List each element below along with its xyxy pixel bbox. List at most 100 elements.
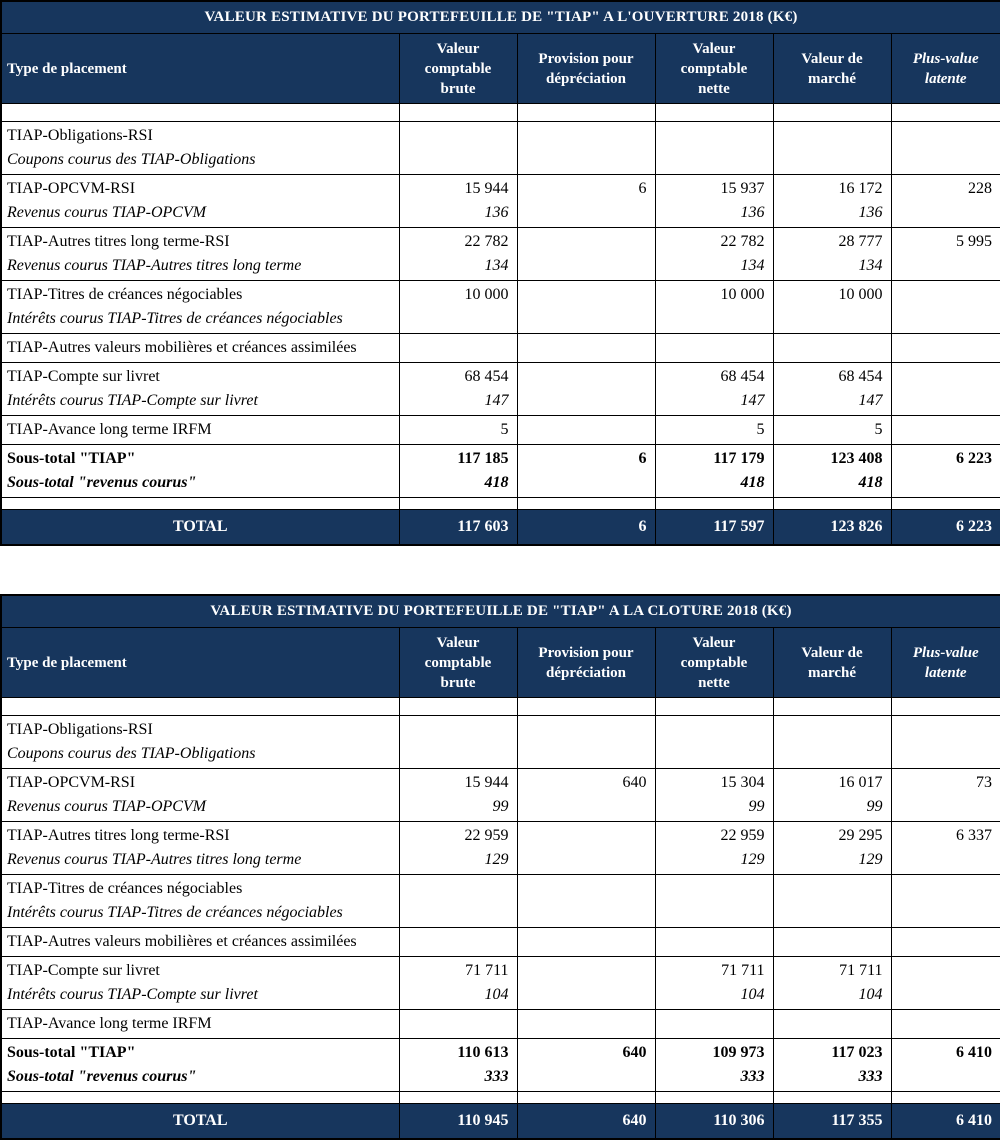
table-head: VALEUR ESTIMATIVE DU PORTEFEUILLE DE "TI… <box>0 594 1000 698</box>
table-row: TIAP-Titres de créances négociables <box>0 874 1000 901</box>
spacer-cell <box>654 497 774 510</box>
total-value: 117 603 <box>398 509 518 546</box>
table-row: Revenus courus TIAP-OPCVM 99 99 99 <box>0 795 1000 822</box>
spacer-cell <box>398 497 518 510</box>
cell-value: 10 000 <box>654 280 774 307</box>
cell-value: 10 000 <box>398 280 518 307</box>
cell-value: 6 <box>516 174 656 201</box>
cell-value <box>516 927 656 957</box>
cell-value: 28 777 <box>772 227 892 254</box>
row-label: Sous-total "TIAP" <box>0 444 400 471</box>
cell-value <box>654 307 774 334</box>
table-row: TIAP-Autres titres long terme-RSI 22 782 2… <box>0 227 1000 254</box>
cell-value: 22 959 <box>654 821 774 848</box>
table-row: Intérêts courus TIAP-Compte sur livret 14… <box>0 389 1000 416</box>
table-row: Sous-total "TIAP" 110 613 640 109 973 117 02… <box>0 1038 1000 1065</box>
row-label: TIAP-OPCVM-RSI <box>0 174 400 201</box>
cell-value <box>516 333 656 363</box>
cell-value <box>890 121 1000 148</box>
row-group: TIAP-Autres titres long terme-RSI 22 782 2… <box>0 227 1000 281</box>
row-label: Sous-total "revenus courus" <box>0 471 400 498</box>
cell-value: 104 <box>772 983 892 1010</box>
cell-value: 15 304 <box>654 768 774 795</box>
cell-value <box>772 742 892 769</box>
row-label: TIAP-Autres titres long terme-RSI <box>0 821 400 848</box>
table-row <box>0 103 1000 122</box>
cell-value <box>890 715 1000 742</box>
cell-value <box>654 1009 774 1039</box>
row-label <box>0 697 400 716</box>
cell-value <box>516 103 656 122</box>
cell-value <box>516 201 656 228</box>
cell-value: 22 782 <box>398 227 518 254</box>
table-row: TIAP-Avance long terme IRFM <box>0 1009 1000 1039</box>
table-row: Revenus courus TIAP-OPCVM 136 136 136 <box>0 201 1000 228</box>
cell-value: 22 782 <box>654 227 774 254</box>
cell-value: 99 <box>654 795 774 822</box>
total-row: TOTAL 117 603 6 117 597 123 826 6 223 <box>0 509 1000 546</box>
table-row: Intérêts courus TIAP-Titres de créances … <box>0 307 1000 334</box>
table-row: TIAP-Autres valeurs mobilières et créanc… <box>0 333 1000 363</box>
cell-value: 104 <box>654 983 774 1010</box>
cell-value <box>654 333 774 363</box>
cell-value <box>890 254 1000 281</box>
table-foot: TOTAL 117 603 6 117 597 123 826 6 223 <box>0 509 1000 546</box>
column-header: Plus-value latente <box>890 627 1000 698</box>
cell-value <box>890 795 1000 822</box>
portfolio-table-opening: VALEUR ESTIMATIVE DU PORTEFEUILLE DE "TI… <box>0 0 1000 546</box>
cell-value: 6 337 <box>890 821 1000 848</box>
cell-value <box>654 927 774 957</box>
cell-value: 6 223 <box>890 444 1000 471</box>
cell-value <box>890 1009 1000 1039</box>
cell-value <box>890 333 1000 363</box>
cell-value: 640 <box>516 1038 656 1065</box>
cell-value: 333 <box>654 1065 774 1092</box>
cell-value: 73 <box>890 768 1000 795</box>
cell-value: 68 454 <box>654 362 774 389</box>
spacer-row-group <box>0 697 1000 716</box>
pre-total-spacer <box>0 1091 1000 1104</box>
table-row: TIAP-OPCVM-RSI 15 944 6 15 937 16 172 228 <box>0 174 1000 201</box>
cell-value: 117 185 <box>398 444 518 471</box>
cell-value: 129 <box>654 848 774 875</box>
total-label: TOTAL <box>0 1103 400 1140</box>
cell-value <box>516 715 656 742</box>
table-row: Revenus courus TIAP-Autres titres long t… <box>0 848 1000 875</box>
table-title-row: VALEUR ESTIMATIVE DU PORTEFEUILLE DE "TI… <box>0 0 1000 34</box>
table-row: TIAP-Autres valeurs mobilières et créanc… <box>0 927 1000 957</box>
cell-value: 68 454 <box>772 362 892 389</box>
cell-value: 333 <box>772 1065 892 1092</box>
cell-value <box>516 742 656 769</box>
spacer-row <box>0 497 1000 510</box>
row-label: Intérêts courus TIAP-Titres de créances … <box>0 307 400 334</box>
cell-value: 123 408 <box>772 444 892 471</box>
cell-value: 104 <box>398 983 518 1010</box>
row-label: TIAP-Autres valeurs mobilières et créanc… <box>0 333 400 363</box>
cell-value <box>516 1009 656 1039</box>
table-row: Sous-total "revenus courus" 418 418 418 <box>0 471 1000 498</box>
row-group: TIAP-Titres de créances négociables Intér… <box>0 874 1000 928</box>
table-row: TIAP-Obligations-RSI <box>0 121 1000 148</box>
table-row: TIAP-OPCVM-RSI 15 944 640 15 304 16 017 73 <box>0 768 1000 795</box>
cell-value <box>516 901 656 928</box>
row-label: Revenus courus TIAP-OPCVM <box>0 201 400 228</box>
cell-value: 147 <box>654 389 774 416</box>
row-group: TIAP-Avance long terme IRFM <box>0 1009 1000 1039</box>
cell-value <box>772 1009 892 1039</box>
total-value: 117 597 <box>654 509 774 546</box>
cell-value: 68 454 <box>398 362 518 389</box>
row-label: TIAP-Obligations-RSI <box>0 121 400 148</box>
row-label: TIAP-Autres valeurs mobilières et créanc… <box>0 927 400 957</box>
cell-value: 16 017 <box>772 768 892 795</box>
cell-value: 22 959 <box>398 821 518 848</box>
column-header: Provision pour dépréciation <box>516 33 656 104</box>
table-row: Sous-total "revenus courus" 333 333 333 <box>0 1065 1000 1092</box>
spacer-row <box>0 1091 1000 1104</box>
table-foot: TOTAL 110 945 640 110 306 117 355 6 410 <box>0 1103 1000 1140</box>
cell-value <box>516 697 656 716</box>
cell-value: 333 <box>398 1065 518 1092</box>
column-header-row: Type de placement Valeur comptable brute P… <box>0 627 1000 698</box>
total-value: 110 945 <box>398 1103 518 1140</box>
cell-value: 110 613 <box>398 1038 518 1065</box>
